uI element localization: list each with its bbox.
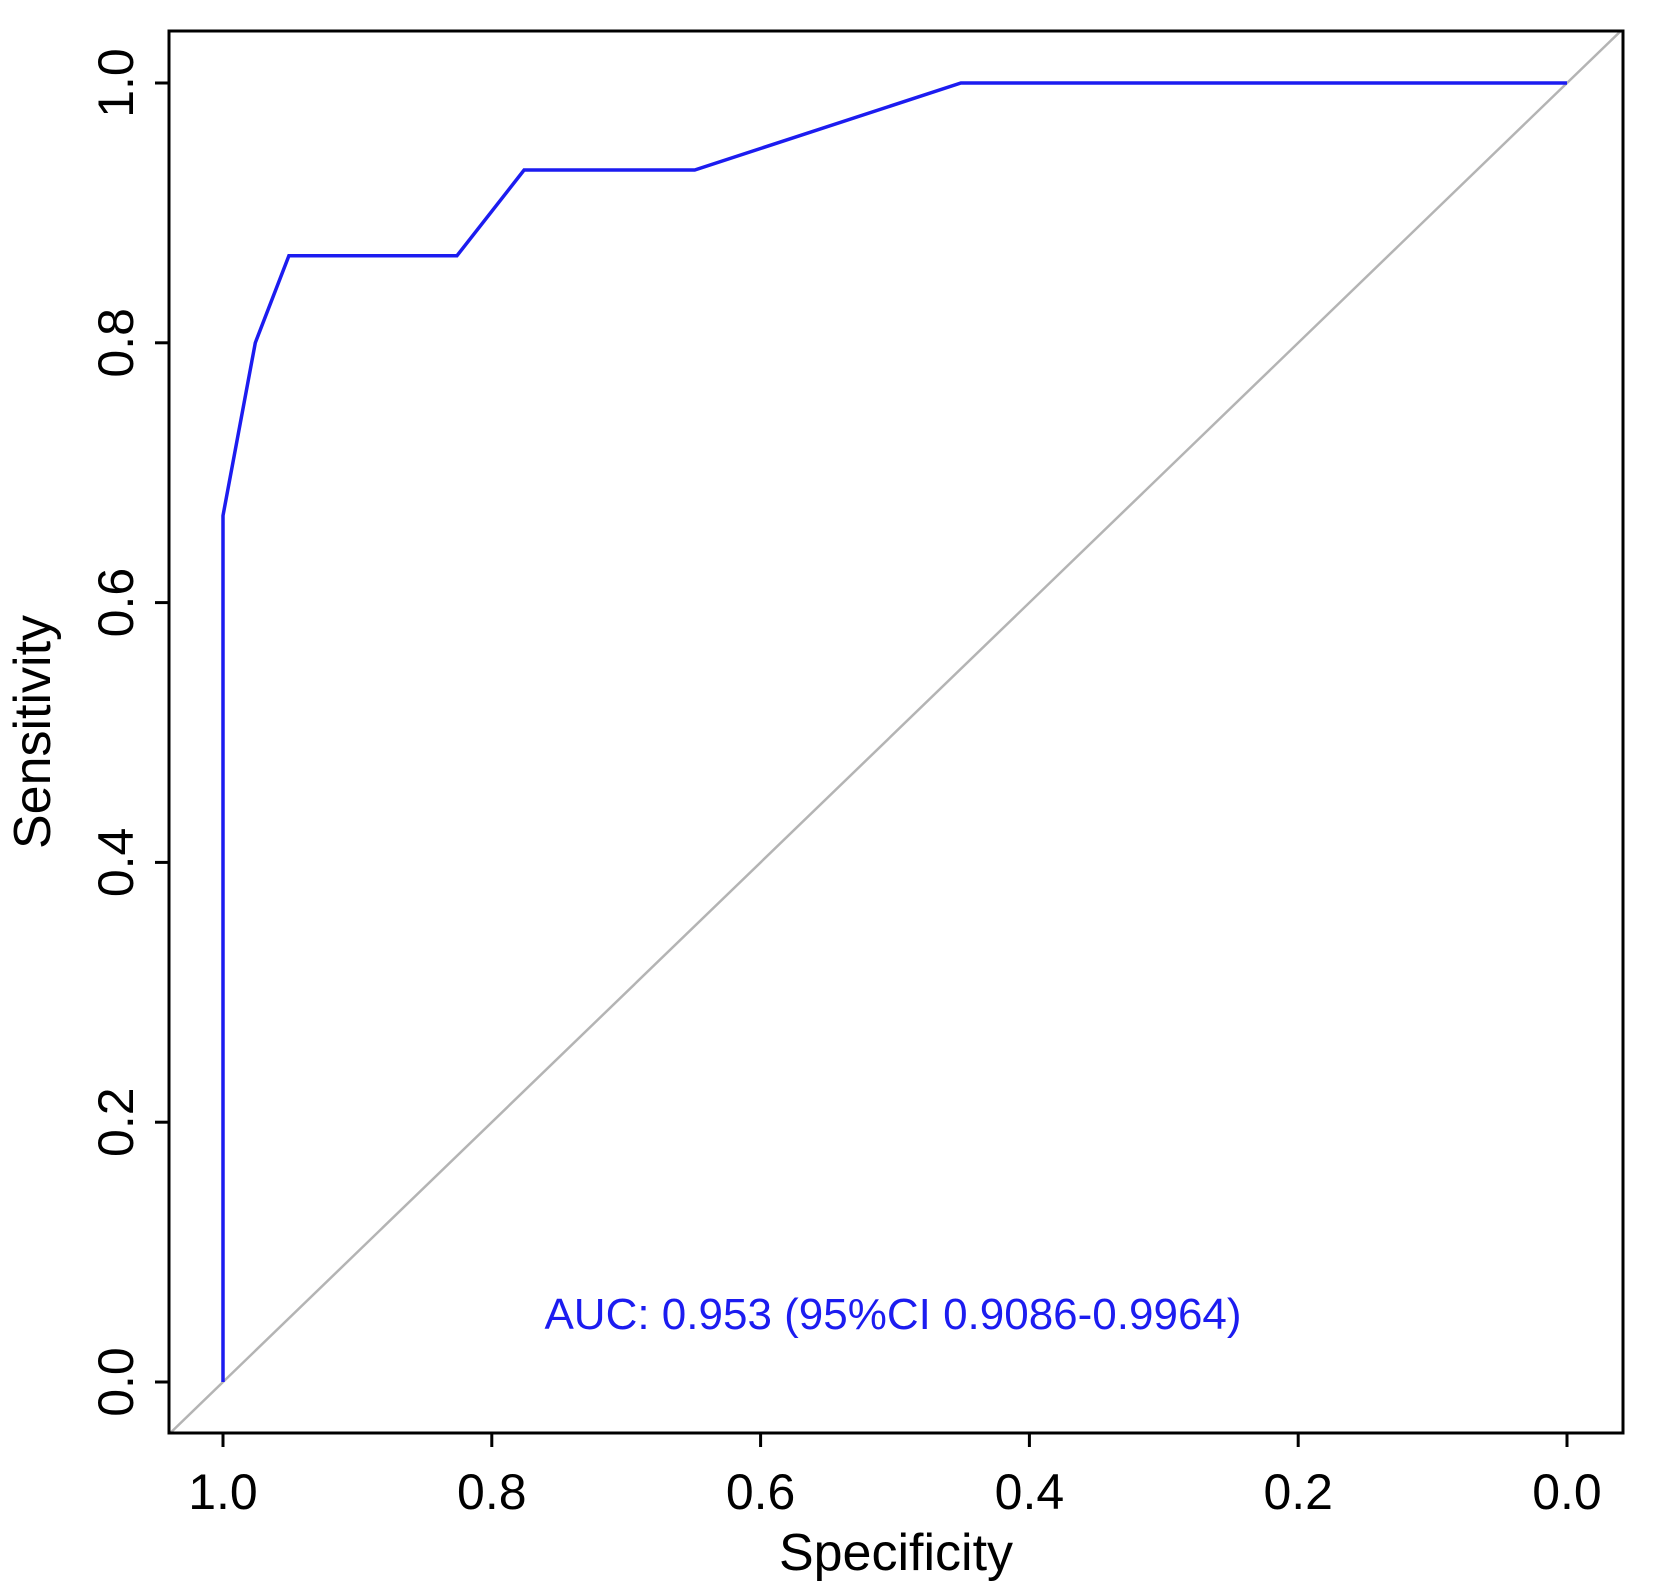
x-axis: 1.0 0.8 0.6 0.4 0.2 0.0 [188,1433,1602,1520]
x-tick-label: 0.8 [457,1464,527,1520]
x-tick-label: 0.6 [726,1464,796,1520]
series-layer [221,81,1567,1382]
auc-annotation: AUC: 0.953 (95%CI 0.9086-0.9964) [544,1290,1241,1339]
x-tick-label: 0.2 [1263,1464,1333,1520]
y-tick-label: 0.8 [88,308,144,378]
y-tick-label: 1.0 [88,48,144,118]
x-axis-label: Specificity [779,1524,1013,1582]
plot-frame [167,29,1625,1435]
roc-curve-line-0 [221,81,1567,1382]
x-tick-label: 0.4 [995,1464,1065,1520]
reference-layer [169,31,1623,1433]
reference-diagonal-line [169,31,1623,1433]
x-tick-label: 0.0 [1532,1464,1602,1520]
y-tick-label: 0.4 [88,828,144,898]
x-tick-label: 1.0 [188,1464,258,1520]
y-axis: 0.0 0.2 0.4 0.6 0.8 1.0 [88,48,169,1417]
y-tick-label: 0.0 [88,1347,144,1417]
y-tick-label: 0.2 [88,1087,144,1157]
y-axis-label: Sensitivity [4,615,62,849]
y-tick-label: 0.6 [88,568,144,638]
